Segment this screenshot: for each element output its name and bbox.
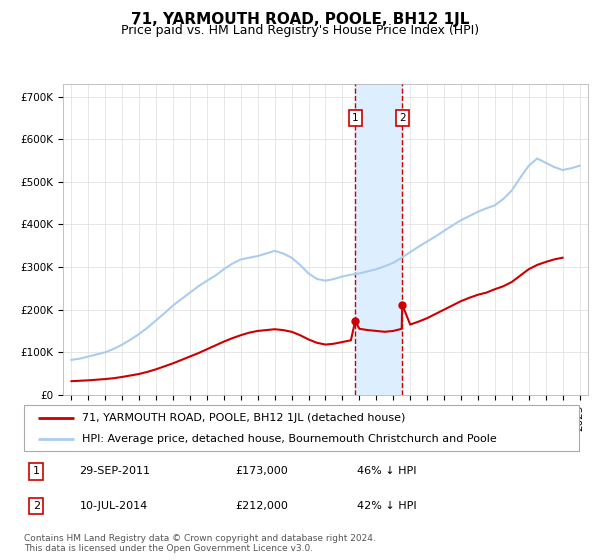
Text: £173,000: £173,000	[235, 466, 287, 476]
Text: 1: 1	[33, 466, 40, 476]
Text: 10-JUL-2014: 10-JUL-2014	[79, 501, 148, 511]
Bar	[355, 84, 402, 395]
Text: Contains HM Land Registry data © Crown copyright and database right 2024.
This d: Contains HM Land Registry data © Crown c…	[24, 534, 376, 553]
Text: 46% ↓ HPI: 46% ↓ HPI	[357, 466, 416, 476]
Text: 71, YARMOUTH ROAD, POOLE, BH12 1JL (detached house): 71, YARMOUTH ROAD, POOLE, BH12 1JL (deta…	[82, 413, 406, 423]
Text: £212,000: £212,000	[235, 501, 288, 511]
Text: 29-SEP-2011: 29-SEP-2011	[79, 466, 151, 476]
Text: 1: 1	[352, 113, 358, 123]
Text: Price paid vs. HM Land Registry's House Price Index (HPI): Price paid vs. HM Land Registry's House …	[121, 24, 479, 36]
Text: 42% ↓ HPI: 42% ↓ HPI	[357, 501, 416, 511]
Text: HPI: Average price, detached house, Bournemouth Christchurch and Poole: HPI: Average price, detached house, Bour…	[82, 435, 497, 444]
Text: 2: 2	[32, 501, 40, 511]
FancyBboxPatch shape	[24, 405, 579, 451]
Text: 71, YARMOUTH ROAD, POOLE, BH12 1JL: 71, YARMOUTH ROAD, POOLE, BH12 1JL	[131, 12, 469, 27]
Text: 2: 2	[399, 113, 406, 123]
